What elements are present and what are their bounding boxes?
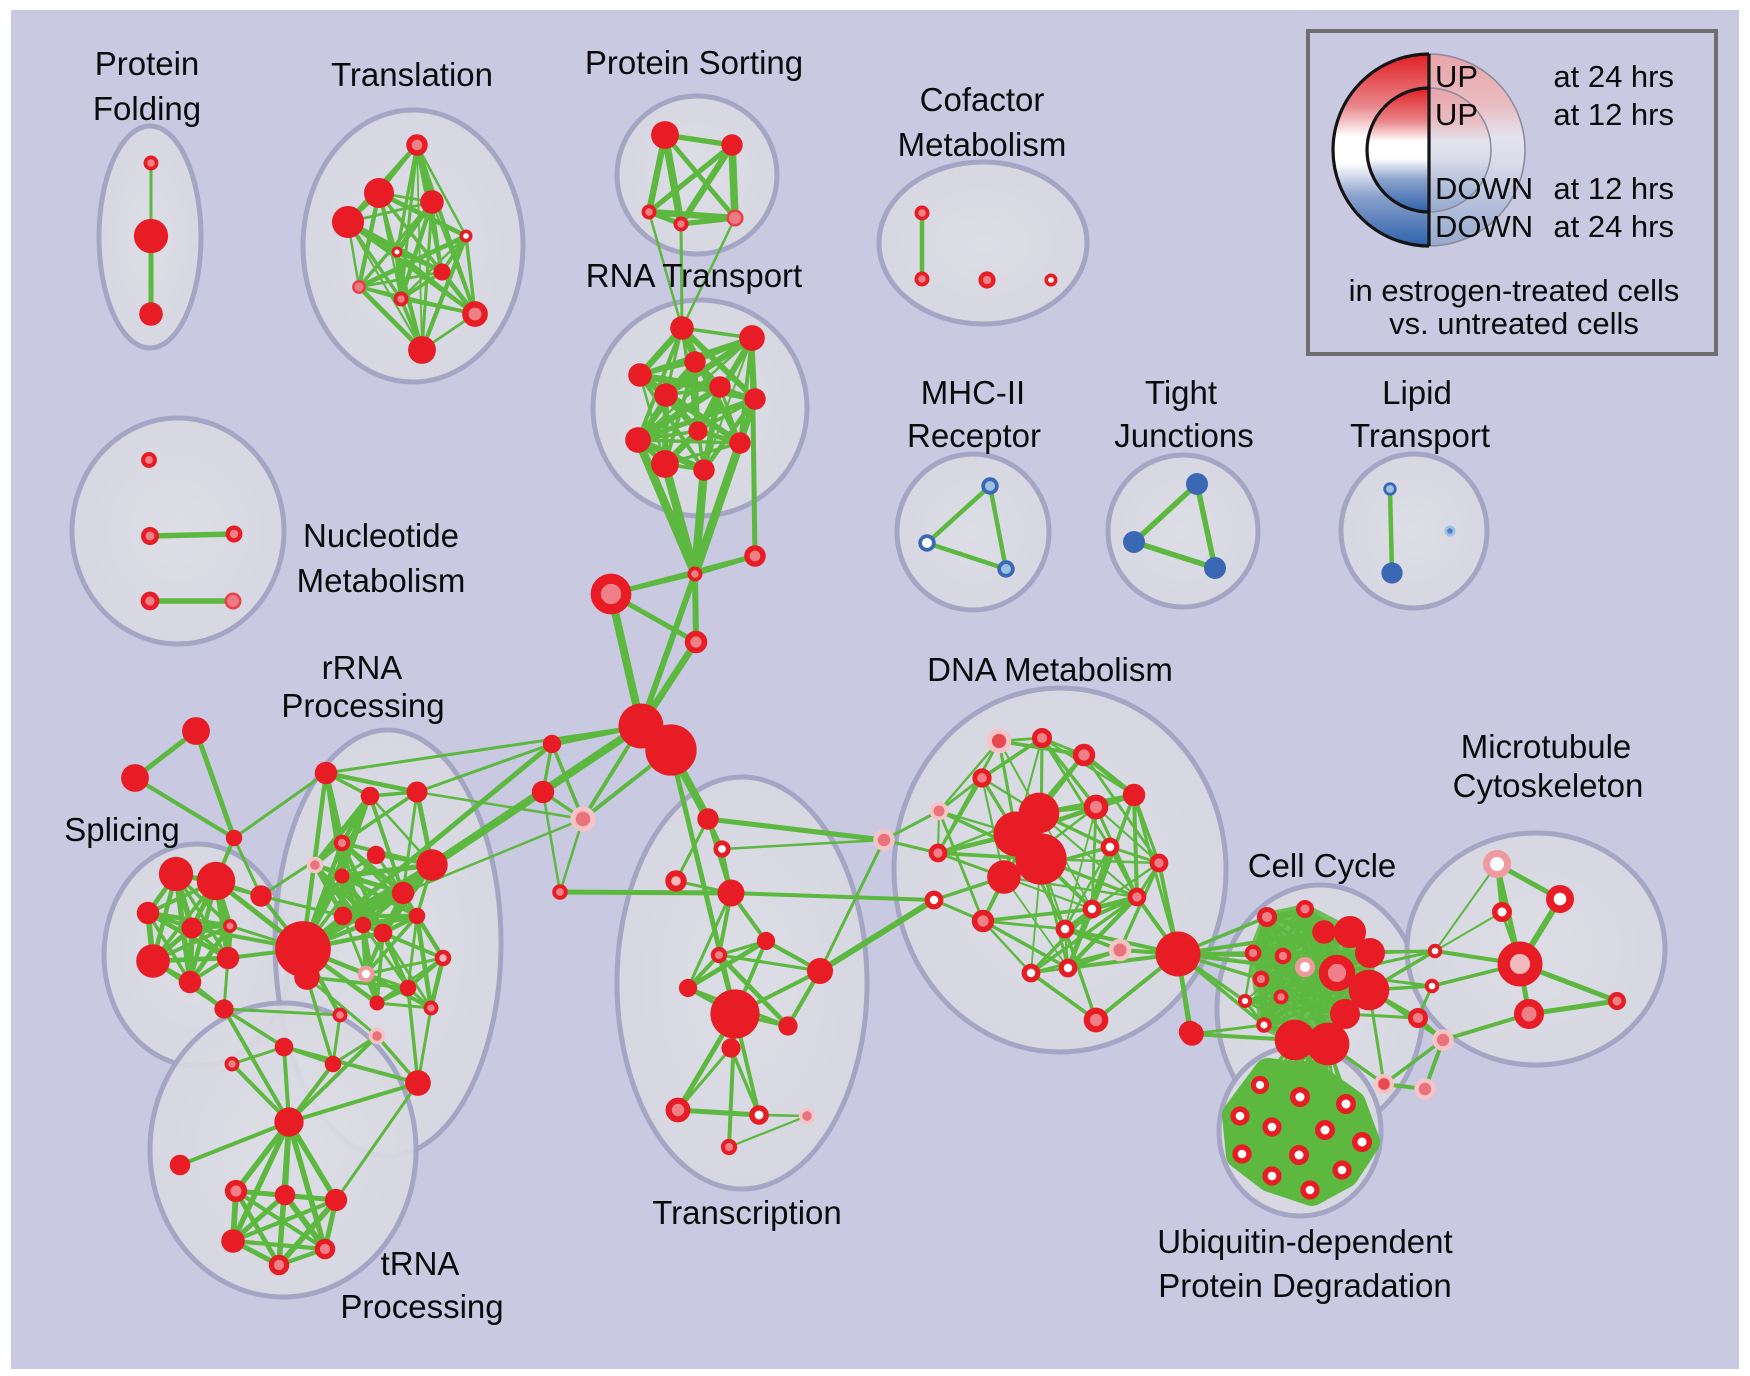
svg-text:Translation: Translation — [331, 56, 493, 93]
svg-text:Folding: Folding — [93, 90, 201, 127]
svg-text:Transport: Transport — [1350, 417, 1490, 454]
svg-text:in estrogen-treated cells: in estrogen-treated cells — [1349, 273, 1680, 308]
svg-text:Lipid: Lipid — [1382, 374, 1452, 411]
svg-text:Transcription: Transcription — [652, 1194, 842, 1231]
svg-text:UP: UP — [1435, 59, 1478, 94]
svg-text:at 24 hrs: at 24 hrs — [1553, 59, 1674, 94]
svg-text:Splicing: Splicing — [64, 811, 180, 848]
svg-text:Junctions: Junctions — [1114, 417, 1253, 454]
svg-text:at 24 hrs: at 24 hrs — [1553, 209, 1674, 244]
svg-text:at 12 hrs: at 12 hrs — [1553, 171, 1674, 206]
svg-text:Protein: Protein — [95, 45, 200, 82]
svg-text:Ubiquitin-dependent: Ubiquitin-dependent — [1157, 1223, 1452, 1260]
svg-text:Processing: Processing — [281, 687, 444, 724]
svg-text:Receptor: Receptor — [907, 417, 1041, 454]
svg-text:Metabolism: Metabolism — [898, 126, 1067, 163]
svg-text:vs. untreated cells: vs. untreated cells — [1389, 306, 1639, 341]
svg-text:Metabolism: Metabolism — [297, 562, 466, 599]
svg-text:Microtubule: Microtubule — [1461, 728, 1632, 765]
svg-text:at 12 hrs: at 12 hrs — [1553, 97, 1674, 132]
svg-text:Cofactor: Cofactor — [920, 81, 1045, 118]
svg-text:DOWN: DOWN — [1435, 171, 1533, 206]
svg-text:DNA Metabolism: DNA Metabolism — [927, 651, 1173, 688]
svg-text:Cell Cycle: Cell Cycle — [1248, 847, 1397, 884]
svg-text:Tight: Tight — [1145, 374, 1217, 411]
svg-text:RNA Transport: RNA Transport — [586, 257, 802, 294]
svg-text:Nucleotide: Nucleotide — [303, 517, 459, 554]
svg-text:rRNA: rRNA — [322, 649, 403, 686]
svg-text:tRNA: tRNA — [381, 1245, 460, 1282]
svg-text:Protein Sorting: Protein Sorting — [585, 44, 803, 81]
svg-text:DOWN: DOWN — [1435, 209, 1533, 244]
svg-text:Protein Degradation: Protein Degradation — [1158, 1267, 1452, 1304]
svg-text:Processing: Processing — [340, 1288, 503, 1325]
svg-text:UP: UP — [1435, 97, 1478, 132]
svg-text:MHC-II: MHC-II — [921, 374, 1025, 411]
svg-text:Cytoskeleton: Cytoskeleton — [1453, 767, 1644, 804]
